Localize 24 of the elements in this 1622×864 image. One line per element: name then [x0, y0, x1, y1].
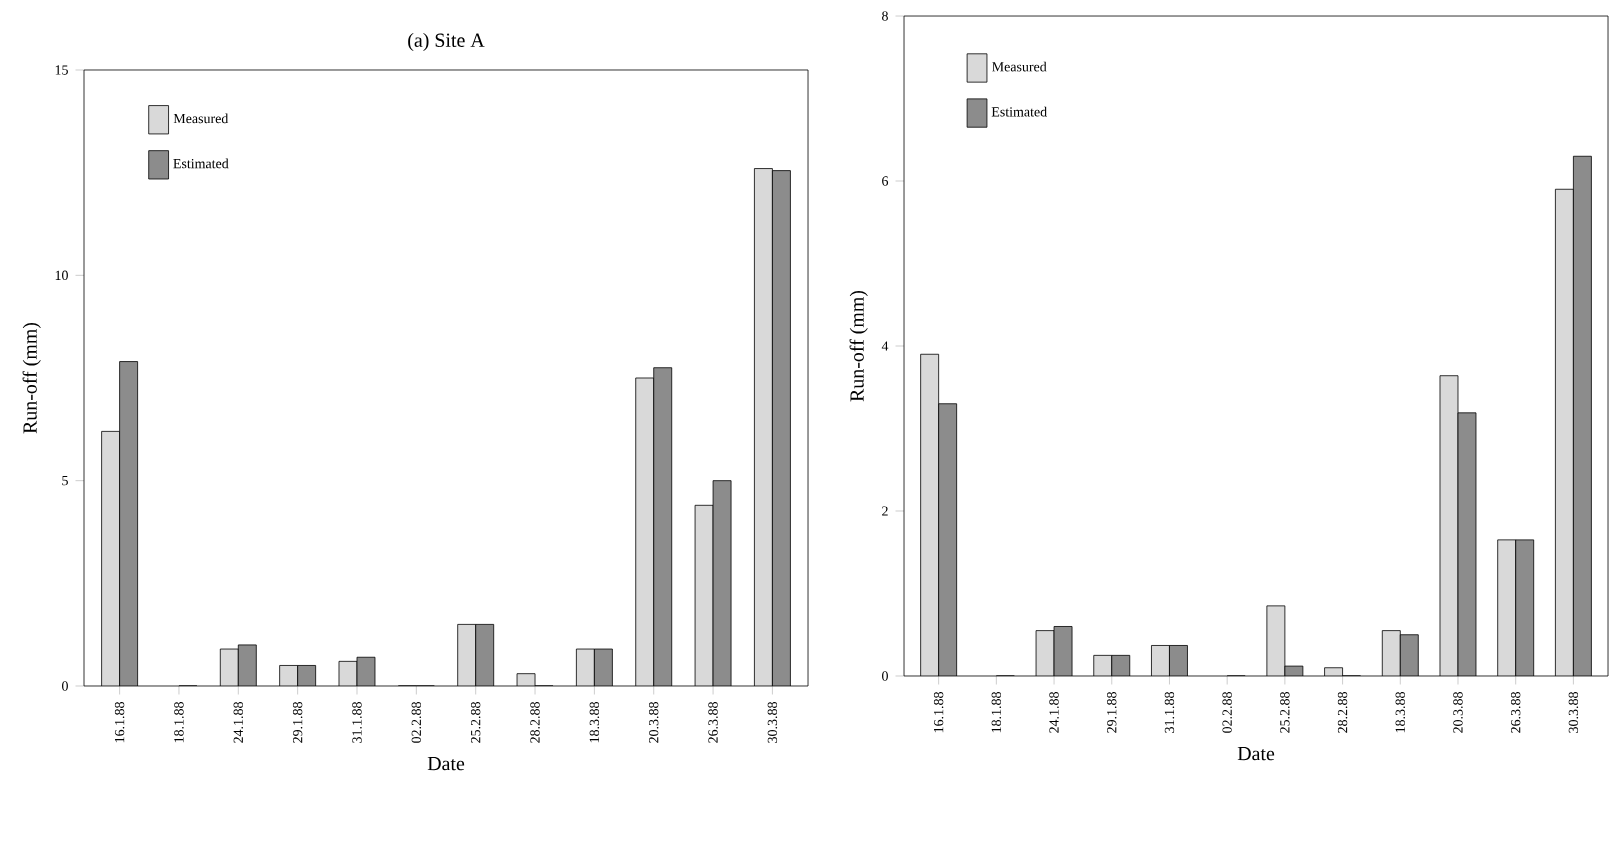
- bar: [938, 403, 958, 676]
- x-axis-title: Date: [427, 757, 465, 771]
- bar: [1555, 188, 1574, 676]
- bar: [653, 367, 673, 686]
- chart-title: (a) Site A: [408, 32, 485, 52]
- bar: [754, 168, 773, 686]
- y-axis-title: Run-off (mm): [22, 322, 41, 434]
- bar: [475, 624, 495, 686]
- bar: [237, 644, 257, 686]
- bar: [920, 353, 940, 676]
- bar: [1515, 539, 1535, 676]
- bar: [772, 170, 791, 686]
- y-axis-title: Run-off (mm): [849, 290, 868, 402]
- bar: [1151, 645, 1170, 676]
- bar: [457, 624, 477, 686]
- bar: [1573, 155, 1592, 676]
- bar: [119, 361, 138, 686]
- bar: [1400, 634, 1419, 676]
- bar: [101, 431, 120, 686]
- bar: [1169, 645, 1188, 676]
- bar: [1497, 539, 1517, 676]
- x-axis-title: Date: [1237, 747, 1275, 761]
- bar: [635, 377, 655, 686]
- bar: [1382, 630, 1401, 676]
